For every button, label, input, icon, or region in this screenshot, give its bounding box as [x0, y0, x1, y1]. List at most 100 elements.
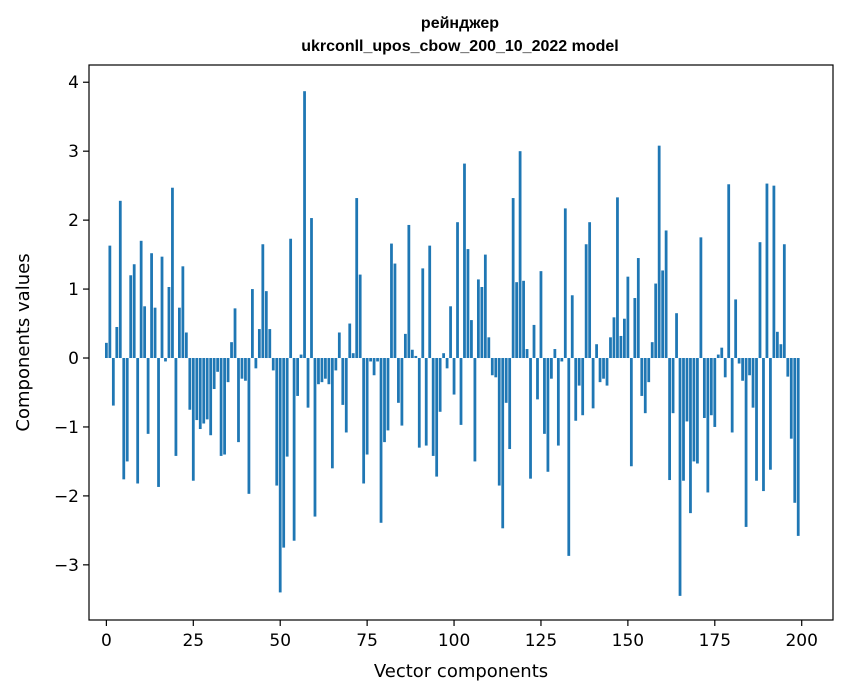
bar — [268, 329, 272, 359]
bar — [539, 271, 543, 359]
chart-subtitle: ukrconll_upos_cbow_200_10_2022 model — [301, 38, 618, 55]
bar — [636, 258, 640, 359]
bar — [737, 358, 741, 364]
bar — [219, 358, 223, 456]
bar — [748, 358, 751, 376]
bar — [650, 342, 654, 359]
bar — [282, 358, 286, 548]
bar — [209, 358, 213, 436]
x-tick-label: 100 — [438, 631, 470, 651]
bar — [153, 307, 157, 359]
bar — [550, 358, 553, 379]
bar — [515, 282, 519, 359]
bar — [629, 358, 633, 467]
bar — [762, 358, 765, 492]
bar — [379, 358, 383, 523]
bar — [685, 358, 689, 422]
bar — [675, 313, 678, 359]
bar — [626, 276, 630, 359]
bar — [344, 358, 348, 433]
bar — [205, 358, 209, 420]
bar — [431, 358, 435, 456]
bar — [588, 222, 592, 359]
bar — [348, 323, 352, 359]
bar — [275, 358, 279, 486]
bar — [132, 264, 136, 359]
bar — [143, 306, 147, 359]
bar — [522, 280, 525, 359]
bar — [198, 358, 202, 430]
bar — [271, 358, 275, 371]
bar — [720, 347, 724, 359]
x-tick-label: 50 — [269, 631, 291, 651]
bar — [782, 244, 786, 359]
bar — [577, 358, 581, 386]
bar — [466, 249, 470, 359]
bar — [490, 358, 494, 376]
bar — [167, 287, 171, 359]
bar — [285, 358, 289, 457]
bar — [264, 291, 268, 359]
bar — [570, 295, 574, 359]
bar — [602, 358, 605, 379]
bar — [376, 358, 379, 362]
bar — [556, 358, 560, 446]
bar — [160, 256, 164, 359]
bar — [529, 358, 532, 479]
bar — [789, 358, 793, 439]
bar — [473, 358, 477, 462]
y-tick-label: 2 — [68, 211, 79, 231]
bar — [487, 337, 491, 359]
bar — [483, 254, 487, 359]
x-tick-label: 25 — [182, 631, 204, 651]
bar — [716, 354, 720, 359]
bar — [355, 198, 359, 359]
bar — [654, 283, 658, 359]
bar — [390, 243, 393, 359]
bar — [563, 208, 567, 359]
bar — [463, 163, 466, 359]
bar — [237, 358, 240, 443]
bar — [442, 353, 446, 359]
bar — [230, 342, 233, 359]
bar — [233, 308, 237, 359]
bar — [247, 358, 251, 494]
bar — [303, 91, 306, 359]
y-tick-label: 4 — [68, 73, 79, 93]
y-tick-label: 3 — [68, 142, 79, 162]
bar — [678, 358, 682, 596]
bar — [713, 358, 717, 427]
bar — [765, 183, 769, 359]
bar — [786, 358, 790, 377]
bar — [216, 358, 220, 372]
bar — [414, 355, 418, 359]
bar — [543, 358, 546, 434]
y-axis-label: Components values — [13, 253, 34, 431]
bar — [184, 332, 188, 359]
x-tick-label: 150 — [612, 631, 644, 651]
bar — [574, 358, 578, 421]
bar — [727, 184, 731, 359]
bar — [327, 358, 331, 385]
bar — [751, 358, 755, 408]
bar — [435, 358, 439, 477]
bar — [723, 358, 727, 378]
bar — [386, 358, 390, 431]
bar — [397, 358, 400, 403]
bar — [476, 279, 480, 359]
bar — [494, 358, 498, 378]
bar — [251, 289, 254, 359]
bar — [240, 358, 244, 379]
bar — [702, 358, 706, 418]
bar — [188, 358, 192, 410]
bar — [696, 358, 699, 464]
bar — [157, 358, 160, 487]
bar — [664, 230, 668, 359]
bar — [598, 358, 602, 383]
bar — [508, 358, 512, 450]
bar — [584, 244, 588, 359]
bar — [292, 358, 296, 541]
bar — [497, 358, 501, 486]
bar — [146, 358, 150, 434]
x-tick-label: 125 — [525, 631, 557, 651]
